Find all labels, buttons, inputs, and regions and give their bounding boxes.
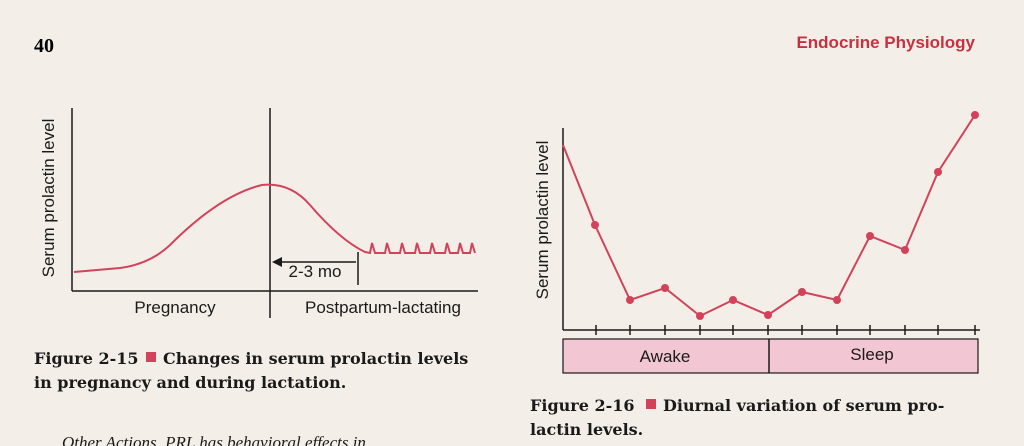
- phase-label: Postpartum-lactating: [305, 298, 461, 317]
- caption-bullet: [146, 352, 156, 362]
- caption: Diurnal variation of serum pro-: [663, 396, 944, 415]
- prolactin-curve: [73, 183, 476, 273]
- phase-band: [562, 338, 979, 374]
- running-head: Endocrine Physiology: [796, 33, 975, 52]
- y-axis-label: Serum prolactin level: [533, 141, 552, 300]
- interval-label: 2-3 mo: [289, 262, 342, 281]
- caption: in pregnancy and during lactation.: [34, 373, 346, 392]
- page-number: 40: [34, 35, 54, 57]
- figure-2-16: Awake Sleep Serum prolactin level Figure…: [530, 111, 980, 439]
- sample-points: [591, 111, 979, 320]
- arrow-head: [272, 257, 282, 267]
- body-text: Other Actions. PRL has behavioral effect…: [62, 433, 366, 446]
- caption-bullet: [646, 399, 656, 409]
- phase-label: Pregnancy: [134, 298, 216, 317]
- caption-number: Figure 2-15: [34, 349, 138, 368]
- caption: lactin levels.: [530, 420, 643, 439]
- phase-label: Awake: [640, 347, 691, 366]
- y-axis-label: Serum prolactin level: [39, 119, 58, 278]
- x-ticks: [595, 325, 976, 335]
- caption-number: Figure 2-16: [530, 396, 634, 415]
- prolactin-curve: [562, 114, 976, 318]
- figure-2-15: Serum prolactin level 2-3 mo Pregnancy P…: [34, 108, 478, 392]
- caption: Changes in serum prolactin levels: [163, 349, 468, 368]
- phase-label: Sleep: [850, 345, 893, 364]
